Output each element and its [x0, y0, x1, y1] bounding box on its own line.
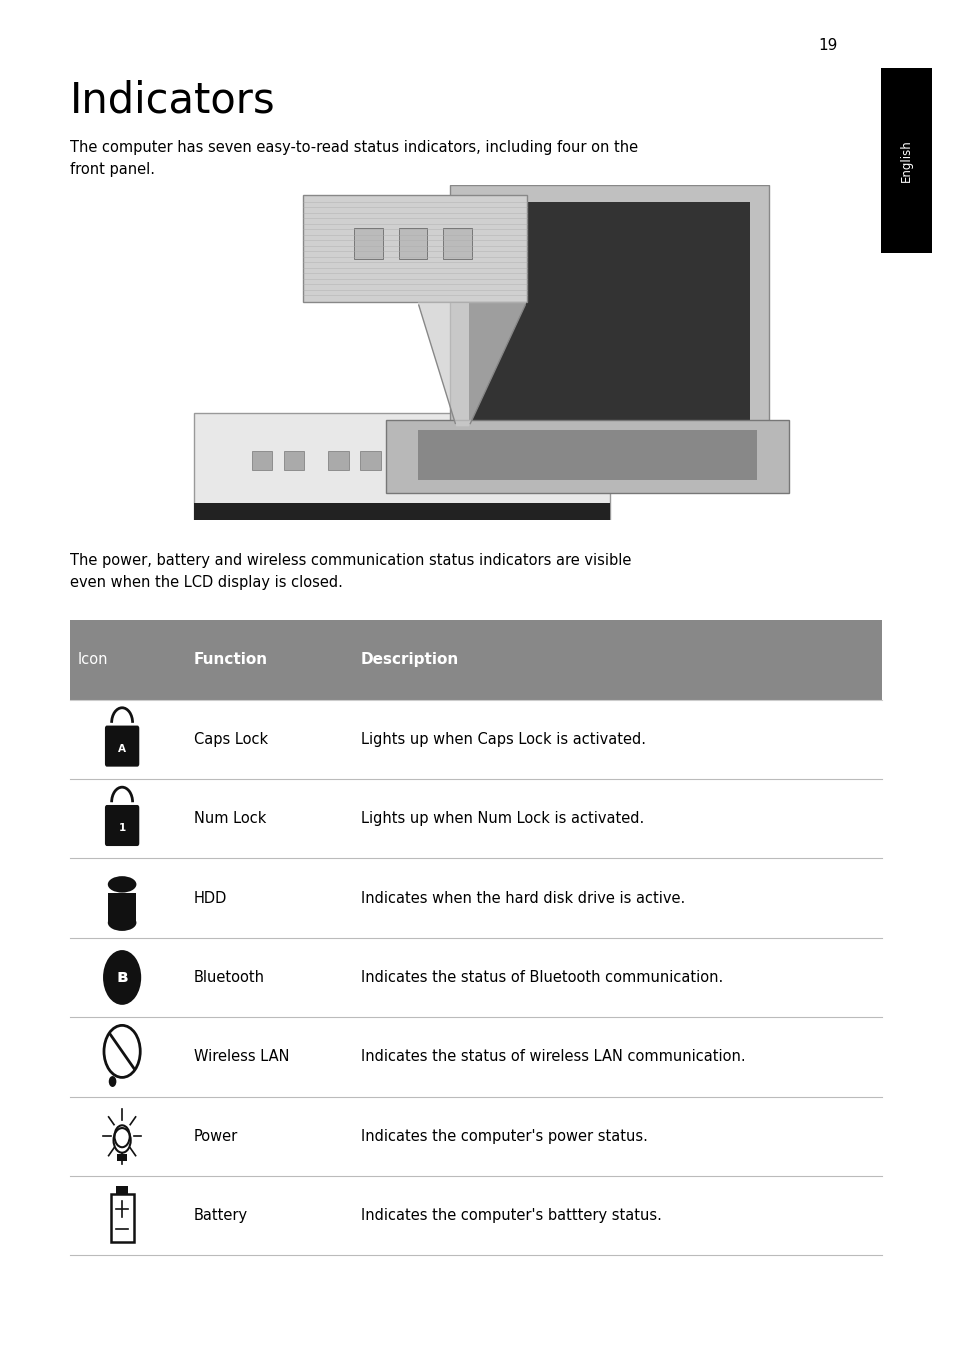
- Bar: [70, 1097, 882, 1176]
- Ellipse shape: [108, 876, 136, 893]
- Text: The computer has seven easy-to-read status indicators, including four on the
fro: The computer has seven easy-to-read stat…: [70, 140, 638, 177]
- Bar: [398, 229, 427, 259]
- Polygon shape: [469, 201, 749, 419]
- Text: Num Lock: Num Lock: [193, 812, 266, 826]
- Bar: [354, 229, 382, 259]
- Text: The power, battery and wireless communication status indicators are visible
even: The power, battery and wireless communic…: [70, 553, 630, 590]
- Polygon shape: [385, 419, 788, 493]
- Text: Indicators: Indicators: [70, 79, 275, 122]
- Bar: [302, 194, 526, 303]
- Bar: [70, 700, 882, 779]
- Text: A: A: [118, 743, 126, 754]
- Bar: [360, 452, 380, 470]
- Bar: [108, 893, 136, 923]
- Text: Wireless LAN: Wireless LAN: [193, 1050, 289, 1064]
- Bar: [111, 1194, 133, 1242]
- FancyBboxPatch shape: [105, 805, 139, 846]
- Text: Indicates the computer's batttery status.: Indicates the computer's batttery status…: [360, 1209, 660, 1223]
- Bar: [116, 1186, 128, 1194]
- Text: Indicates the computer's power status.: Indicates the computer's power status.: [360, 1129, 647, 1143]
- Text: Battery: Battery: [193, 1209, 248, 1223]
- Bar: [70, 858, 882, 938]
- Text: Description: Description: [360, 653, 458, 667]
- Bar: [117, 1154, 127, 1161]
- Bar: [194, 413, 609, 520]
- Bar: [533, 453, 597, 476]
- Bar: [70, 779, 882, 858]
- FancyBboxPatch shape: [105, 726, 139, 767]
- Text: Caps Lock: Caps Lock: [193, 732, 268, 746]
- Text: Indicates the status of wireless LAN communication.: Indicates the status of wireless LAN com…: [360, 1050, 744, 1064]
- Text: English: English: [900, 140, 912, 182]
- Bar: [328, 452, 349, 470]
- Bar: [70, 620, 882, 700]
- Text: Indicates when the hard disk drive is active.: Indicates when the hard disk drive is ac…: [360, 891, 684, 905]
- Text: Bluetooth: Bluetooth: [193, 971, 264, 984]
- Bar: [443, 229, 472, 259]
- Bar: [283, 452, 304, 470]
- Text: 19: 19: [818, 38, 837, 53]
- Polygon shape: [417, 303, 526, 426]
- Bar: [252, 452, 272, 470]
- Polygon shape: [417, 430, 756, 481]
- Text: Icon: Icon: [77, 653, 108, 667]
- Bar: [70, 938, 882, 1017]
- Bar: [881, 68, 931, 253]
- Text: Indicates the status of Bluetooth communication.: Indicates the status of Bluetooth commun…: [360, 971, 722, 984]
- Bar: [70, 1176, 882, 1255]
- Bar: [405, 453, 519, 476]
- Text: Lights up when Caps Lock is activated.: Lights up when Caps Lock is activated.: [360, 732, 645, 746]
- Polygon shape: [450, 185, 768, 437]
- Ellipse shape: [108, 914, 136, 931]
- Bar: [194, 504, 609, 520]
- Circle shape: [109, 1076, 116, 1087]
- Text: в: в: [116, 968, 128, 987]
- Text: 1: 1: [118, 823, 126, 834]
- Text: Function: Function: [193, 653, 268, 667]
- Circle shape: [103, 950, 141, 1005]
- Text: HDD: HDD: [193, 891, 227, 905]
- Text: Lights up when Num Lock is activated.: Lights up when Num Lock is activated.: [360, 812, 643, 826]
- Text: Power: Power: [193, 1129, 237, 1143]
- Bar: [70, 1017, 882, 1097]
